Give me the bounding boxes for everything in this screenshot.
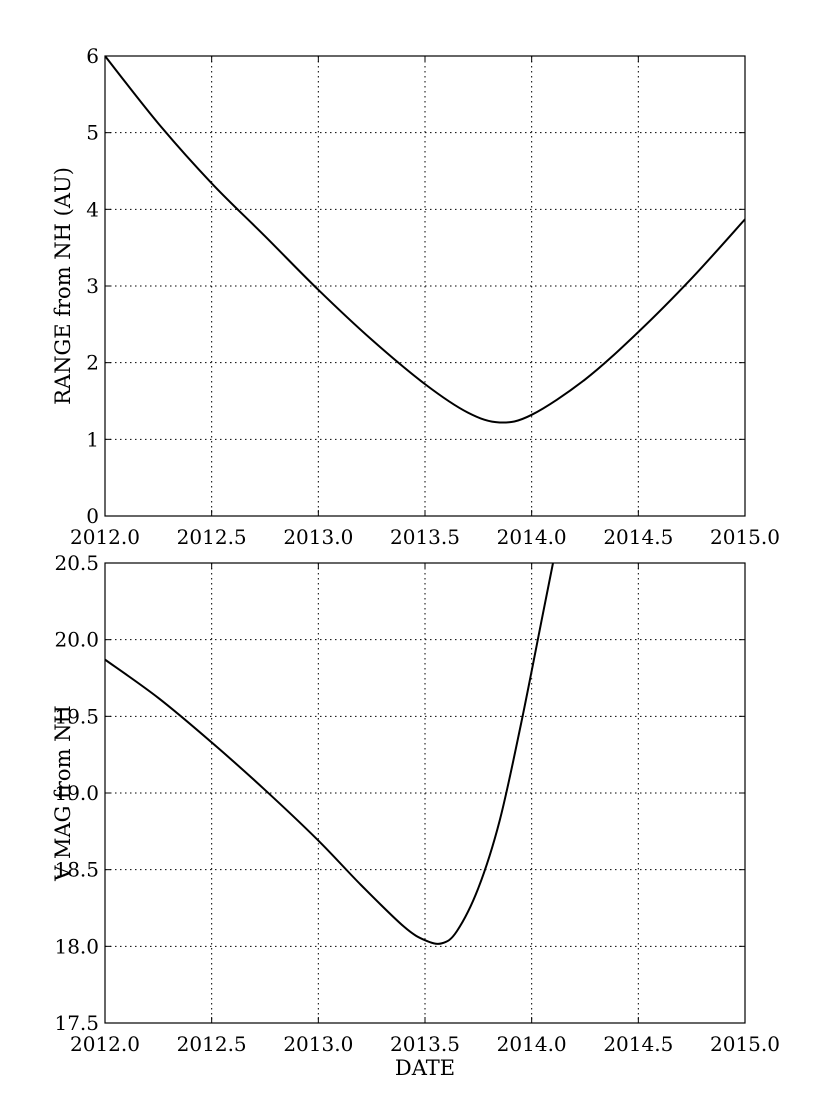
range-xtick-label-6: 2015.0 xyxy=(710,525,780,549)
range-ytick-label-4: 4 xyxy=(86,197,99,221)
vmag-ytick-label-2: 18.5 xyxy=(54,858,99,882)
range-series-line-0 xyxy=(105,56,745,424)
vmag-xtick-label-4: 2014.0 xyxy=(497,1032,567,1056)
range-ytick-label-3: 3 xyxy=(86,274,99,298)
range-xtick-label-3: 2013.5 xyxy=(390,525,460,549)
vmag-xtick-label-0: 2012.0 xyxy=(70,1032,140,1056)
range-ylabel: RANGE from NH (AU) xyxy=(51,167,75,405)
range-xtick-label-2: 2013.0 xyxy=(283,525,353,549)
vmag-xtick-label-1: 2012.5 xyxy=(177,1032,247,1056)
range-xtick-label-5: 2014.5 xyxy=(603,525,673,549)
vmag-series-line-0 xyxy=(105,563,554,945)
range-plot: 2012.0 2012.5 2013.0 2013.5 2014.0 2014.5 2015… xyxy=(51,44,780,549)
range-xtick-label-0: 2012.0 xyxy=(70,525,140,549)
vmag-xtick-label-5: 2014.5 xyxy=(603,1032,673,1056)
range-plot-frame xyxy=(104,55,746,517)
vmag-plot-frame xyxy=(104,562,746,1024)
range-xtick-label-1: 2012.5 xyxy=(177,525,247,549)
range-xtick-label-4: 2014.0 xyxy=(497,525,567,549)
vmag-ytick-label-0: 17.5 xyxy=(54,1011,99,1035)
vmag-ytick-label-5: 20.0 xyxy=(54,628,99,652)
vmag-xtick-label-6: 2015.0 xyxy=(710,1032,780,1056)
vmag-ylabel: V MAG from NH xyxy=(51,705,75,882)
vmag-plot: 2012.0 2012.5 2013.0 2013.5 2014.0 2014.5 2015… xyxy=(51,551,780,1080)
range-ytick-label-5: 5 xyxy=(86,121,99,145)
vmag-ytick-label-1: 18.0 xyxy=(54,934,99,958)
range-ytick-label-0: 0 xyxy=(86,504,99,528)
range-ytick-label-2: 2 xyxy=(86,351,99,375)
vmag-ytick-label-3: 19.0 xyxy=(54,781,99,805)
vmag-xtick-label-2: 2013.0 xyxy=(283,1032,353,1056)
range-ytick-label-1: 1 xyxy=(86,427,99,451)
range-ytick-label-6: 6 xyxy=(86,44,99,68)
vmag-ytick-label-6: 20.5 xyxy=(54,551,99,575)
vmag-xtick-label-3: 2013.5 xyxy=(390,1032,460,1056)
vmag-xlabel: DATE xyxy=(395,1056,455,1080)
vmag-ytick-label-4: 19.5 xyxy=(54,704,99,728)
